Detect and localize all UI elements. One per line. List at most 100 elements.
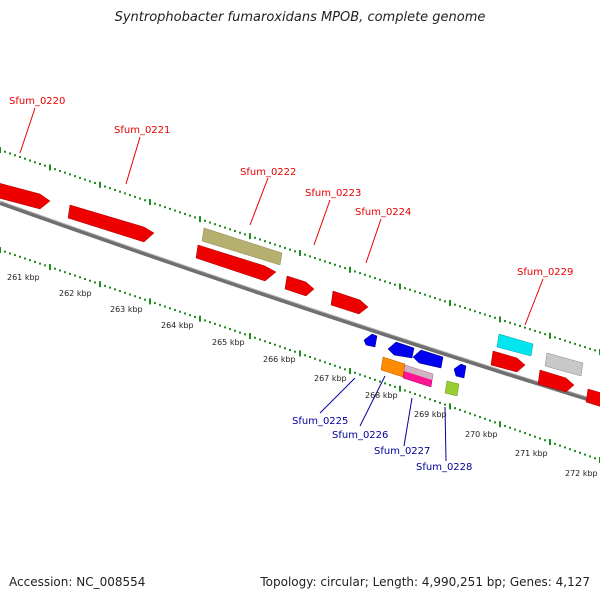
scale-label: 266 kbp <box>263 355 296 364</box>
minor-tick <box>259 338 261 341</box>
minor-tick <box>419 394 421 397</box>
minor-tick <box>214 322 216 325</box>
gene-sfum-0229[interactable] <box>496 333 534 357</box>
minor-tick <box>409 391 411 394</box>
minor-tick <box>289 349 291 352</box>
label-sfum-0226[interactable]: Sfum_0226 <box>332 430 388 441</box>
minor-tick <box>569 448 571 451</box>
minor-tick <box>484 313 486 316</box>
minor-tick <box>269 241 271 244</box>
minor-tick <box>279 345 281 348</box>
minor-tick <box>554 336 556 339</box>
minor-tick <box>544 333 546 336</box>
minor-tick <box>494 316 496 319</box>
minor-tick <box>264 240 266 243</box>
minor-tick <box>189 314 191 317</box>
major-tick <box>249 333 251 340</box>
minor-tick <box>284 347 286 350</box>
gene-features <box>0 182 600 408</box>
major-tick <box>149 199 151 205</box>
gene-red-extra-1[interactable] <box>537 369 575 393</box>
minor-tick <box>219 224 221 227</box>
minor-tick <box>314 257 316 260</box>
minor-tick <box>589 347 591 350</box>
minor-tick <box>514 323 516 326</box>
gene-red-extra-2[interactable] <box>585 388 600 408</box>
gene-blue-a[interactable] <box>363 333 378 348</box>
minor-tick <box>329 363 331 366</box>
minor-tick <box>424 396 426 399</box>
gene-sfum-0224[interactable] <box>330 290 369 315</box>
gene-sfum-0225[interactable] <box>380 356 406 378</box>
minor-tick <box>229 228 231 231</box>
gene-blue-d[interactable] <box>453 363 467 379</box>
minor-tick <box>364 273 366 276</box>
minor-tick <box>459 305 461 308</box>
minor-tick <box>444 403 446 406</box>
minor-tick <box>139 197 141 200</box>
gene-sfum-0222[interactable] <box>201 227 283 266</box>
minor-tick <box>329 262 331 265</box>
minor-tick <box>159 204 161 207</box>
major-tick <box>99 281 101 288</box>
minor-tick <box>169 307 171 310</box>
minor-tick <box>519 324 521 327</box>
minor-tick <box>394 283 396 286</box>
label-sfum-0229[interactable]: Sfum_0229 <box>517 267 573 278</box>
minor-tick <box>269 342 271 345</box>
major-tick <box>199 315 201 322</box>
minor-tick <box>44 264 46 267</box>
major-tick <box>399 385 401 392</box>
minor-tick <box>254 236 256 239</box>
gene-sfum-0221[interactable] <box>67 204 155 243</box>
gene-sfum-0222-forward[interactable] <box>195 244 277 282</box>
forward-label-leaders <box>19 107 544 326</box>
major-tick <box>0 247 1 253</box>
minor-tick <box>529 328 531 331</box>
label-sfum-0225[interactable]: Sfum_0225 <box>292 416 348 427</box>
label-sfum-0224[interactable]: Sfum_0224 <box>355 207 411 218</box>
minor-tick <box>194 315 196 318</box>
minor-tick <box>334 263 336 266</box>
minor-tick <box>374 277 376 280</box>
minor-tick <box>219 324 221 327</box>
minor-tick <box>179 310 181 313</box>
label-sfum-0220[interactable]: Sfum_0220 <box>9 96 65 107</box>
minor-tick <box>29 259 31 262</box>
minor-tick <box>239 231 241 234</box>
minor-tick <box>394 385 396 388</box>
gene-sfum-0220[interactable] <box>0 182 51 210</box>
scale-labels: 261 kbp 262 kbp 263 kbp 264 kbp 265 kbp … <box>7 273 598 478</box>
label-sfum-0223[interactable]: Sfum_0223 <box>305 188 361 199</box>
label-sfum-0221[interactable]: Sfum_0221 <box>114 125 170 136</box>
gene-blue-b[interactable] <box>387 341 415 359</box>
label-sfum-0228[interactable]: Sfum_0228 <box>416 462 472 473</box>
minor-tick <box>324 260 326 263</box>
minor-tick <box>209 221 211 224</box>
gene-blue-c[interactable] <box>412 349 444 369</box>
minor-tick <box>504 320 506 323</box>
minor-tick <box>384 280 386 283</box>
minor-tick <box>524 432 526 435</box>
label-sfum-0222[interactable]: Sfum_0222 <box>240 167 296 178</box>
minor-tick <box>484 417 486 420</box>
gene-sfum-0228[interactable] <box>444 380 460 397</box>
minor-tick <box>44 164 46 167</box>
minor-tick <box>574 342 576 345</box>
minor-tick <box>129 194 131 197</box>
minor-tick <box>144 298 146 301</box>
minor-tick <box>154 202 156 205</box>
gene-sfum-0223[interactable] <box>284 275 315 297</box>
gene-grey-extra[interactable] <box>544 352 584 377</box>
minor-tick <box>569 341 571 344</box>
minor-tick <box>134 295 136 298</box>
minor-tick <box>494 421 496 424</box>
gene-sfum-0229-forward[interactable] <box>490 350 526 373</box>
major-tick <box>449 403 451 410</box>
minor-tick <box>489 419 491 422</box>
scale-label: 269 kbp <box>414 410 447 419</box>
label-sfum-0227[interactable]: Sfum_0227 <box>374 446 430 457</box>
minor-tick <box>469 308 471 311</box>
minor-tick <box>534 329 536 332</box>
scale-label: 261 kbp <box>7 273 40 282</box>
